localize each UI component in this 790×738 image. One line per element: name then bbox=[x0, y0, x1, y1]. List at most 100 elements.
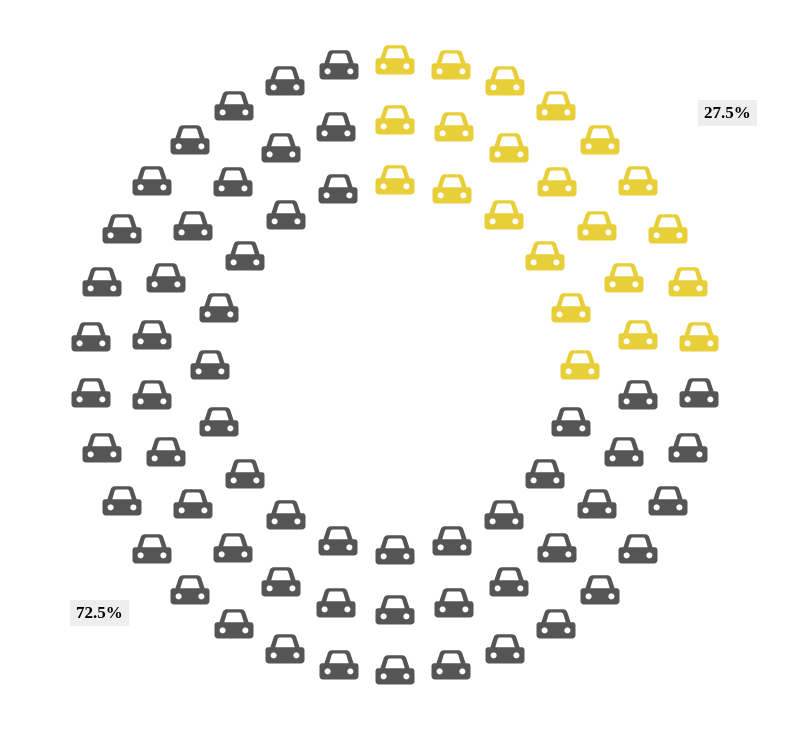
car-icon bbox=[310, 109, 362, 154]
car-icon bbox=[426, 522, 478, 562]
car-icon bbox=[140, 260, 192, 300]
car-icon bbox=[612, 530, 664, 575]
car-icon bbox=[208, 87, 260, 132]
car-icon bbox=[554, 347, 606, 387]
car-icon bbox=[184, 347, 236, 387]
car-icon bbox=[65, 318, 117, 358]
car-icon bbox=[369, 102, 421, 142]
car-icon bbox=[428, 109, 480, 154]
car-icon bbox=[207, 530, 259, 575]
car-icon bbox=[478, 496, 530, 536]
car-icon bbox=[612, 317, 664, 362]
car-icon bbox=[662, 430, 714, 470]
car-icon bbox=[673, 318, 725, 363]
car-icon bbox=[483, 130, 535, 175]
car-icon bbox=[478, 197, 530, 242]
car-icon bbox=[519, 238, 571, 283]
car-icon bbox=[259, 631, 311, 676]
car-icon bbox=[255, 130, 307, 175]
car-icon bbox=[207, 163, 259, 208]
car-icon bbox=[126, 530, 178, 570]
car-icon bbox=[310, 109, 362, 149]
pictorial-donut-chart: 27.5% 72.5% bbox=[0, 0, 790, 738]
car-icon bbox=[369, 162, 421, 202]
car-icon bbox=[255, 563, 307, 608]
car-icon bbox=[612, 376, 664, 416]
car-icon bbox=[164, 572, 216, 612]
car-icon bbox=[369, 102, 421, 147]
car-icon bbox=[219, 455, 271, 500]
car-icon bbox=[167, 486, 219, 531]
car-icon bbox=[662, 263, 714, 308]
car-icon bbox=[612, 163, 664, 203]
segment-b-label: 72.5% bbox=[70, 600, 129, 626]
car-icon bbox=[369, 42, 421, 87]
car-icon bbox=[140, 433, 192, 478]
car-icon bbox=[259, 62, 311, 102]
car-icon bbox=[207, 163, 259, 203]
car-icon bbox=[369, 532, 421, 572]
car-icon bbox=[425, 47, 477, 92]
car-icon bbox=[369, 652, 421, 697]
car-icon bbox=[425, 646, 477, 691]
car-icon bbox=[554, 347, 606, 392]
car-icon bbox=[184, 347, 236, 392]
car-icon bbox=[642, 482, 694, 527]
car-icon bbox=[574, 121, 626, 161]
car-icon bbox=[545, 289, 597, 334]
car-icon bbox=[193, 404, 245, 449]
car-icon bbox=[126, 163, 178, 208]
car-icon bbox=[208, 606, 260, 646]
car-icon bbox=[483, 563, 535, 603]
car-icon bbox=[126, 376, 178, 421]
car-icon bbox=[259, 631, 311, 671]
car-icon bbox=[519, 455, 571, 495]
car-icon bbox=[219, 238, 271, 278]
car-icon bbox=[140, 260, 192, 305]
car-icon bbox=[96, 211, 148, 256]
car-icon bbox=[574, 572, 626, 617]
car-icon bbox=[428, 584, 480, 624]
car-icon bbox=[574, 572, 626, 612]
car-icon bbox=[126, 317, 178, 357]
car-icon bbox=[193, 289, 245, 329]
segment-a-label: 27.5% bbox=[698, 100, 757, 126]
car-icon bbox=[76, 263, 128, 303]
car-icon bbox=[126, 376, 178, 416]
car-icon bbox=[519, 238, 571, 278]
car-icon bbox=[479, 631, 531, 676]
car-icon bbox=[76, 430, 128, 470]
car-icon bbox=[571, 207, 623, 252]
car-icon bbox=[673, 318, 725, 358]
car-icon bbox=[612, 163, 664, 208]
car-icon bbox=[310, 584, 362, 629]
car-icon bbox=[642, 211, 694, 251]
car-icon bbox=[530, 606, 582, 646]
car-icon bbox=[126, 317, 178, 362]
car-icon bbox=[545, 289, 597, 329]
car-icon bbox=[642, 482, 694, 522]
car-icon bbox=[260, 496, 312, 536]
car-icon bbox=[479, 62, 531, 107]
car-icon bbox=[519, 455, 571, 500]
car-icon bbox=[479, 631, 531, 671]
car-icon bbox=[598, 260, 650, 305]
car-icon bbox=[612, 317, 664, 357]
car-icon bbox=[65, 318, 117, 363]
car-icon bbox=[531, 163, 583, 203]
car-icon bbox=[426, 522, 478, 567]
car-icon bbox=[65, 375, 117, 420]
car-icon bbox=[369, 42, 421, 82]
car-icon bbox=[76, 430, 128, 475]
car-icon bbox=[545, 404, 597, 444]
car-icon bbox=[571, 207, 623, 247]
car-icon bbox=[673, 375, 725, 420]
car-icon bbox=[96, 482, 148, 522]
car-icon bbox=[662, 430, 714, 475]
car-icon bbox=[483, 130, 535, 170]
car-icon bbox=[369, 162, 421, 207]
car-icon bbox=[642, 211, 694, 256]
car-icon bbox=[207, 530, 259, 570]
car-icon bbox=[425, 47, 477, 87]
car-icon bbox=[126, 163, 178, 203]
